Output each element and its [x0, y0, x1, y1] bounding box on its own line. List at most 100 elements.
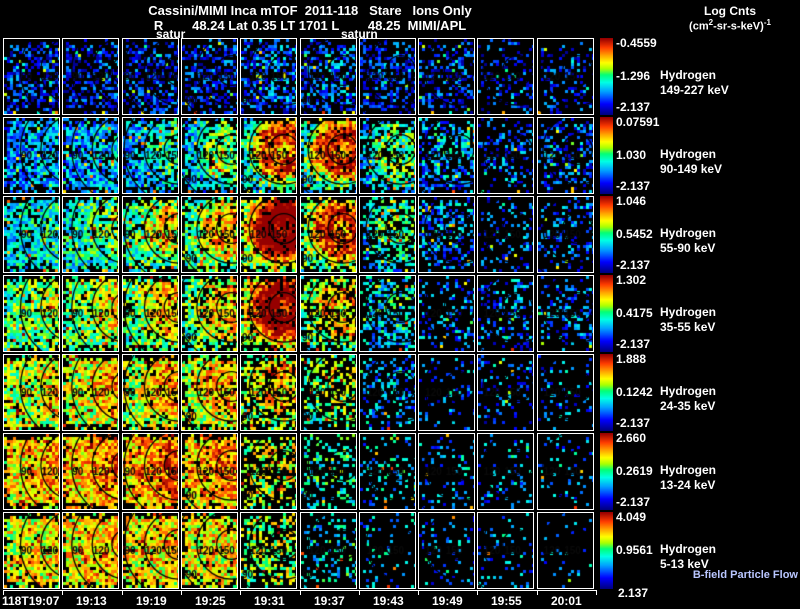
colorbar: [600, 275, 613, 352]
heatmap-panel: [122, 196, 179, 273]
colorbar-max-label: 1.302: [616, 273, 647, 287]
heatmap-panel: [181, 196, 238, 273]
heatmap-panel: [181, 512, 238, 589]
time-tick: [537, 590, 538, 595]
colorbar-mid-label: 0.2619: [616, 464, 653, 478]
heatmap-panel: [62, 117, 119, 194]
time-tick-label: 20:01: [551, 594, 582, 608]
energy-range-label: 35-55 keV: [660, 320, 716, 334]
heatmap-panel: [359, 275, 416, 352]
energy-label: Hydrogen 55-90 keV: [660, 226, 798, 256]
heatmap-panel: [62, 38, 119, 115]
chart-title: Cassini/MIMI Inca mTOF 2011-118 Stare Io…: [148, 3, 472, 18]
heatmap-panel: [181, 354, 238, 431]
heatmap-panel: [418, 354, 475, 431]
colorbar-mid-label: 0.5452: [616, 227, 653, 241]
heatmap-panel: [359, 354, 416, 431]
energy-range-label: 90-149 keV: [660, 162, 723, 176]
units-part: (cm: [689, 20, 709, 33]
heatmap-panel: [418, 512, 475, 589]
heatmap-panel: [359, 38, 416, 115]
colorbar-min-label: -2.137: [616, 100, 651, 114]
heatmap-panel: [300, 512, 357, 589]
time-tick-label: 19:25: [195, 594, 226, 608]
heatmap-panel: [537, 275, 594, 352]
colorbar-max-label: 0.07591: [616, 115, 660, 129]
time-tick: [418, 590, 419, 595]
heatmap-panel: [3, 354, 60, 431]
chart-subtitle: R 48.24 Lat 0.35 LT 1701 L 48.25 MIMI/AP…: [153, 18, 467, 33]
heatmap-panel: [418, 117, 475, 194]
time-tick-label: 19:49: [432, 594, 463, 608]
colorbar-min-label: -2.137: [616, 179, 651, 193]
heatmap-panel: [240, 196, 297, 273]
heatmap-panel: [240, 354, 297, 431]
colorbar-max-label: -0.4559: [616, 36, 657, 50]
heatmap-panel: [477, 512, 534, 589]
heatmap-panel: [418, 38, 475, 115]
heatmap-panel: [477, 354, 534, 431]
heatmap-panel: [359, 117, 416, 194]
time-tick: [596, 590, 597, 595]
heatmap-panel: [62, 354, 119, 431]
saturn-marker-left: satur: [156, 27, 186, 41]
time-tick-label: 19:19: [136, 594, 167, 608]
colorbar: [600, 433, 613, 510]
heatmap-panel: [240, 433, 297, 510]
colorbar-mid-label: 0.4175: [616, 306, 653, 320]
heatmap-panel: [418, 275, 475, 352]
heatmap-panel: [3, 117, 60, 194]
heatmap-panel: [3, 38, 60, 115]
time-tick: [122, 590, 123, 595]
heatmap-panel: [62, 512, 119, 589]
units-part: -sr-s-keV): [713, 20, 764, 33]
colorbar: [600, 117, 613, 194]
heatmap-panel: [3, 433, 60, 510]
colorbar-max-label: 1.888: [616, 352, 647, 366]
colorbar-mid-label: 1.030: [616, 148, 647, 162]
heatmap-panel: [240, 38, 297, 115]
colorbar-max-label: 4.049: [616, 510, 647, 524]
time-tick: [181, 590, 182, 595]
energy-range-label: 55-90 keV: [660, 241, 716, 255]
time-tick: [477, 590, 478, 595]
heatmap-panel: [240, 117, 297, 194]
heatmap-panel: [181, 433, 238, 510]
time-tick-label: 19:55: [491, 594, 522, 608]
species-label: Hydrogen: [660, 542, 717, 556]
species-label: Hydrogen: [660, 463, 717, 477]
heatmap-panel: [477, 275, 534, 352]
time-tick-label: 19:13: [76, 594, 107, 608]
colorbar-min-label: -2.137: [616, 258, 651, 272]
heatmap-panel: [122, 512, 179, 589]
heatmap-panel: [300, 38, 357, 115]
heatmap-panel: [537, 512, 594, 589]
heatmap-panel: [537, 38, 594, 115]
heatmap-panel: [300, 433, 357, 510]
species-label: Hydrogen: [660, 68, 717, 82]
heatmap-panel: [3, 196, 60, 273]
colorbar-min-label: -2.137: [616, 495, 651, 509]
energy-label: Hydrogen 13-24 keV: [660, 463, 798, 493]
heatmap-panel: [418, 196, 475, 273]
heatmap-panel: [62, 433, 119, 510]
colorbar-mid-label: 0.1242: [616, 385, 653, 399]
heatmap-panel: [537, 354, 594, 431]
colorbar-mid-label: 0.9561: [616, 543, 653, 557]
colorbar-max-label: 2.660: [616, 431, 647, 445]
species-label: Hydrogen: [660, 305, 717, 319]
heatmap-panel: [300, 275, 357, 352]
heatmap-panel: [537, 196, 594, 273]
heatmap-panel: [477, 117, 534, 194]
energy-label: Hydrogen 24-35 keV: [660, 384, 798, 414]
energy-range-label: 13-24 keV: [660, 478, 716, 492]
heatmap-panel: [3, 512, 60, 589]
colorbar: [600, 512, 613, 589]
time-tick: [62, 590, 63, 595]
heatmap-panel: [3, 275, 60, 352]
colorbar-min-label: 2.137: [618, 586, 649, 600]
colorbar-mid-label: -1.296: [616, 69, 651, 83]
heatmap-panel: [62, 196, 119, 273]
heatmap-panel: [537, 433, 594, 510]
